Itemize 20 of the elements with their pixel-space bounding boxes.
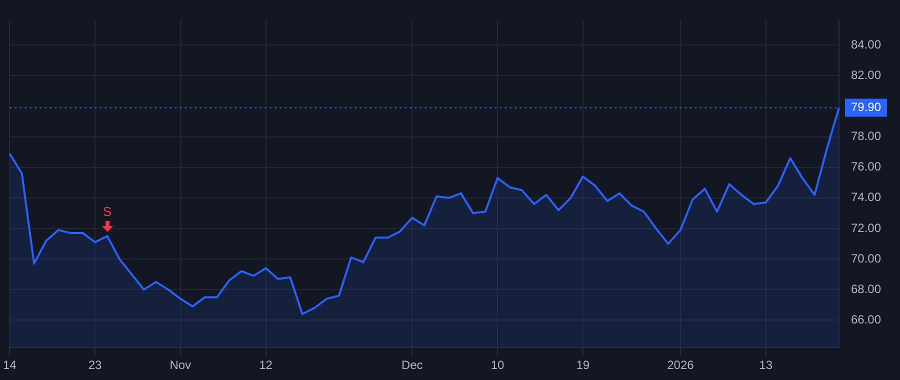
x-tick-label: 10 <box>490 358 505 372</box>
y-tick-label: 76.00 <box>851 160 882 174</box>
y-tick-label: 74.00 <box>851 190 882 204</box>
y-tick-label: 66.00 <box>851 312 882 326</box>
x-tick-label: Dec <box>401 358 423 372</box>
y-tick-label: 84.00 <box>851 37 882 52</box>
x-tick-label: 23 <box>88 358 102 372</box>
y-tick-label: 72.00 <box>851 220 882 235</box>
x-tick-label: 2026 <box>667 358 694 372</box>
x-tick-label: 19 <box>576 358 590 372</box>
y-tick-label: 68.00 <box>851 282 882 296</box>
x-tick-label: 14 <box>2 358 17 372</box>
ref-line-label: 79.90 <box>851 100 882 114</box>
annotation: S <box>102 204 112 220</box>
x-tick-label: Nov <box>170 358 192 372</box>
y-tick-label: 78.00 <box>851 129 882 144</box>
x-tick-label: 12 <box>259 358 273 372</box>
x-tick-label: 13 <box>759 358 773 372</box>
y-tick-label: 70.00 <box>851 251 882 266</box>
y-tick-label: 82.00 <box>851 68 882 82</box>
